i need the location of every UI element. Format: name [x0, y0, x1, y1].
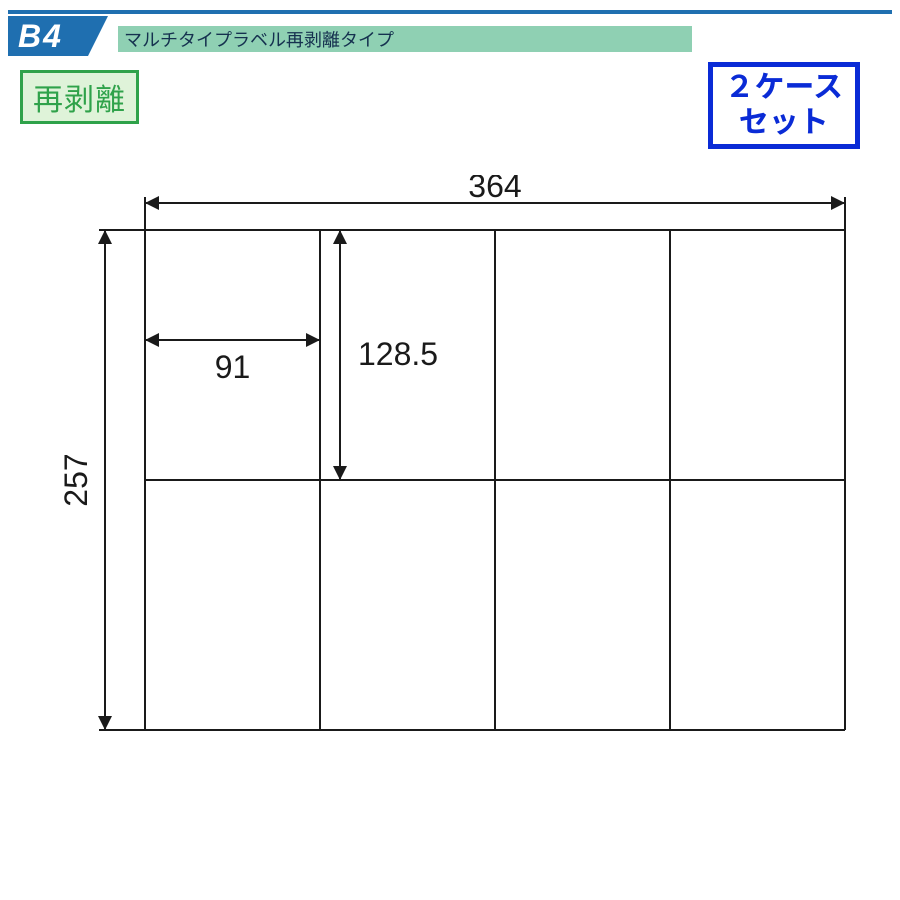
case-set-line1: ２ケース	[725, 71, 844, 106]
removable-badge-label: 再剥離	[33, 84, 126, 117]
format-badge-label: B4	[18, 18, 63, 55]
format-badge: B4	[8, 16, 108, 56]
header-accent	[8, 10, 892, 14]
case-set-badge: ２ケース セット	[708, 62, 861, 149]
header-subtitle: マルチタイプラベル再剥離タイプ	[124, 26, 394, 52]
header: B4 マルチタイプラベル再剥離タイプ	[8, 10, 892, 52]
diagram-svg: 364 257 91 128.5	[35, 175, 865, 875]
header-subtitle-band: マルチタイプラベル再剥離タイプ	[118, 26, 692, 52]
removable-badge: 再剥離	[20, 70, 139, 124]
case-set-line2: セット	[725, 106, 844, 141]
svg-text:128.5: 128.5	[358, 336, 438, 372]
label-sheet-diagram: 364 257 91 128.5	[35, 175, 865, 875]
svg-text:91: 91	[215, 349, 251, 385]
svg-text:364: 364	[468, 175, 521, 204]
svg-text:257: 257	[58, 453, 94, 506]
